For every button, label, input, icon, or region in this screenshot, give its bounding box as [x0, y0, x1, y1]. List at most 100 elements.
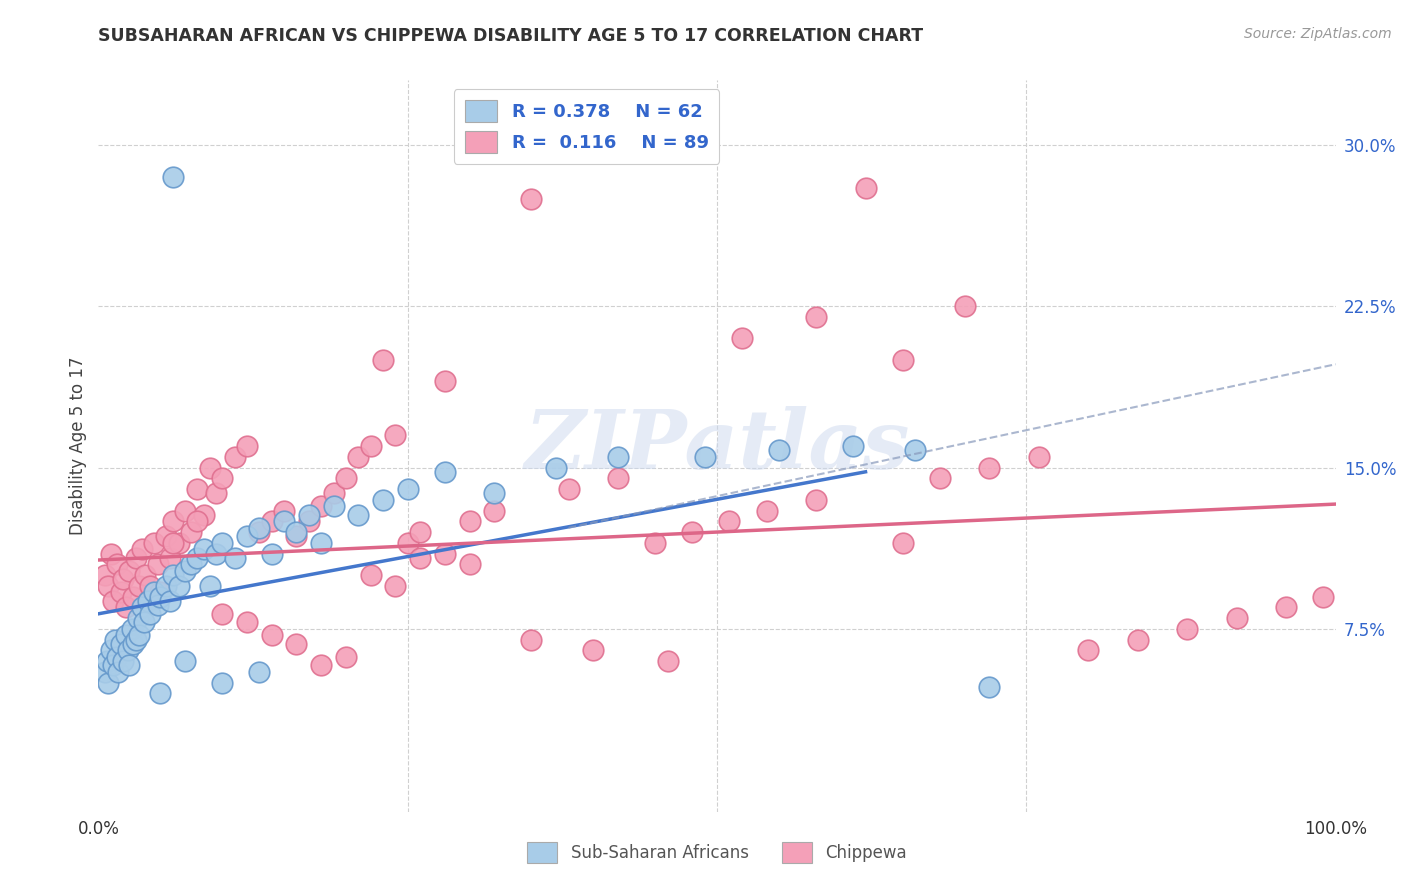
Point — [105, 558, 128, 572]
Point — [114, 600, 136, 615]
Point — [167, 579, 190, 593]
Point — [681, 524, 703, 539]
Point — [107, 665, 129, 679]
Point — [285, 637, 308, 651]
Point — [162, 536, 184, 550]
Point — [433, 375, 456, 389]
Point — [146, 598, 169, 612]
Point — [1175, 622, 1198, 636]
Point — [128, 628, 150, 642]
Point — [693, 450, 716, 464]
Point — [298, 508, 321, 522]
Point — [211, 607, 233, 621]
Point — [371, 492, 394, 507]
Point — [198, 579, 221, 593]
Point — [186, 550, 208, 565]
Point — [103, 594, 125, 608]
Point — [180, 524, 202, 539]
Point — [285, 529, 308, 543]
Point — [167, 536, 190, 550]
Point — [247, 521, 270, 535]
Point — [97, 579, 120, 593]
Point — [127, 611, 149, 625]
Point — [371, 353, 394, 368]
Point — [273, 503, 295, 517]
Point — [162, 170, 184, 185]
Point — [118, 564, 141, 578]
Text: Source: ZipAtlas.com: Source: ZipAtlas.com — [1244, 27, 1392, 41]
Point — [143, 585, 166, 599]
Point — [174, 654, 197, 668]
Point — [546, 460, 568, 475]
Point — [236, 615, 259, 630]
Point — [134, 615, 156, 630]
Point — [110, 585, 132, 599]
Point — [607, 471, 630, 485]
Point — [149, 590, 172, 604]
Point — [904, 443, 927, 458]
Point — [755, 503, 778, 517]
Point — [122, 637, 145, 651]
Point — [309, 536, 332, 550]
Point — [211, 675, 233, 690]
Point — [953, 299, 976, 313]
Point — [162, 514, 184, 528]
Point — [322, 500, 344, 514]
Point — [1126, 632, 1149, 647]
Point — [103, 632, 125, 647]
Point — [198, 460, 221, 475]
Point — [928, 471, 950, 485]
Point — [433, 465, 456, 479]
Point — [121, 622, 143, 636]
Point — [484, 486, 506, 500]
Point — [236, 529, 259, 543]
Point — [224, 450, 246, 464]
Point — [139, 579, 162, 593]
Point — [159, 550, 181, 565]
Point — [384, 428, 406, 442]
Point — [458, 558, 481, 572]
Point — [1226, 611, 1249, 625]
Point — [139, 607, 162, 621]
Point — [174, 503, 197, 517]
Point — [260, 628, 283, 642]
Point — [134, 568, 156, 582]
Point — [1275, 600, 1298, 615]
Point — [117, 643, 139, 657]
Point — [128, 579, 150, 593]
Point — [1028, 450, 1050, 464]
Point — [205, 486, 228, 500]
Point — [96, 654, 118, 668]
Point — [520, 632, 543, 647]
Point — [93, 665, 115, 679]
Point — [309, 658, 332, 673]
Point — [155, 529, 177, 543]
Point — [155, 579, 177, 593]
Point — [409, 550, 432, 565]
Point — [100, 643, 122, 657]
Point — [335, 471, 357, 485]
Point — [1312, 590, 1334, 604]
Point — [309, 500, 332, 514]
Point — [322, 486, 344, 500]
Point — [131, 600, 153, 615]
Point — [112, 573, 135, 587]
Point — [804, 310, 827, 324]
Point — [433, 547, 456, 561]
Point — [484, 503, 506, 517]
Point — [347, 450, 370, 464]
Point — [93, 568, 115, 582]
Point — [143, 536, 166, 550]
Point — [1077, 643, 1099, 657]
Point — [193, 508, 215, 522]
Point — [131, 542, 153, 557]
Point — [124, 632, 146, 647]
Point — [718, 514, 741, 528]
Point — [100, 547, 122, 561]
Point — [396, 536, 419, 550]
Point — [582, 643, 605, 657]
Point — [124, 550, 146, 565]
Point — [110, 637, 132, 651]
Point — [186, 482, 208, 496]
Point — [236, 439, 259, 453]
